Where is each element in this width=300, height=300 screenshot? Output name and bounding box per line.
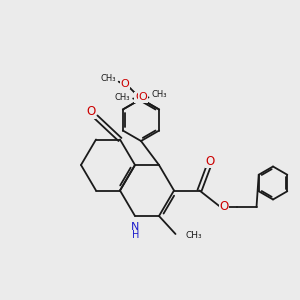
Text: CH₃: CH₃ — [115, 92, 130, 101]
Text: O: O — [138, 92, 147, 103]
Text: O: O — [206, 154, 214, 168]
Text: CH₃: CH₃ — [151, 91, 167, 100]
Text: O: O — [86, 105, 95, 118]
Text: O: O — [220, 200, 229, 213]
Text: O: O — [135, 92, 144, 103]
Text: O: O — [121, 79, 129, 89]
Text: CH₃: CH₃ — [100, 74, 116, 83]
Text: CH₃: CH₃ — [186, 231, 202, 240]
Text: N: N — [131, 222, 139, 233]
Text: H: H — [132, 230, 139, 241]
